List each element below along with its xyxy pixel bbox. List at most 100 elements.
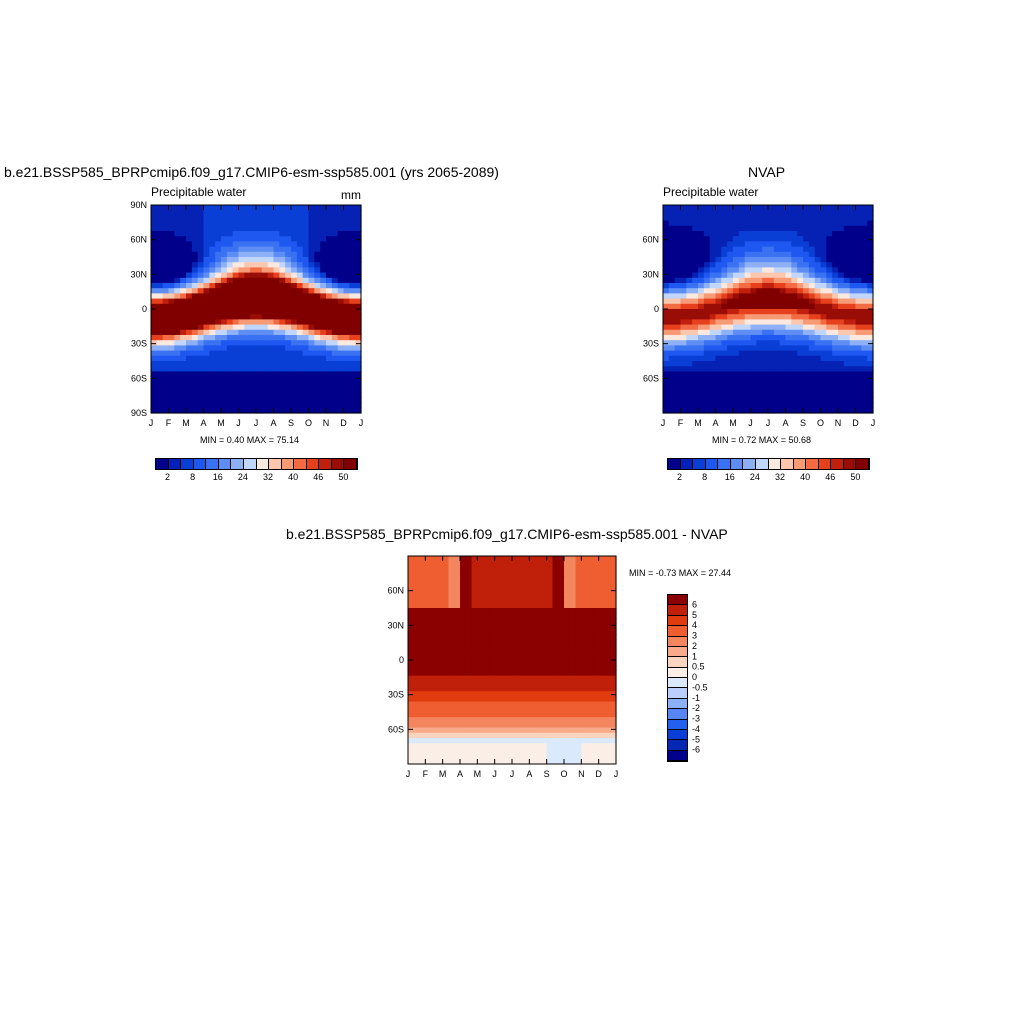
diff-cell xyxy=(419,654,426,661)
obs-cell xyxy=(785,392,792,398)
diff-cell xyxy=(477,686,484,692)
diff-cell xyxy=(598,712,606,718)
obs-cell xyxy=(814,220,822,227)
obs-cell xyxy=(843,246,851,253)
model-cell xyxy=(314,215,321,222)
model-cell xyxy=(285,392,292,398)
obs-cell xyxy=(668,361,676,367)
diff-cell xyxy=(558,758,565,765)
diff-cell xyxy=(512,623,519,630)
diff-cell xyxy=(506,706,513,713)
diff-cell xyxy=(506,727,513,734)
diff-cell xyxy=(477,722,484,729)
model-cell xyxy=(238,215,245,222)
obs-cell xyxy=(663,257,670,263)
model-cell xyxy=(314,220,321,227)
diff-cell xyxy=(604,680,611,687)
model-cell xyxy=(267,361,275,367)
model-x-tick-label: J xyxy=(149,418,154,428)
cb-obs-swatch xyxy=(781,459,794,469)
model-cell xyxy=(291,392,298,398)
diff-cell xyxy=(581,634,588,640)
model-cell xyxy=(215,366,222,372)
model-cell xyxy=(279,340,286,346)
model-cell xyxy=(238,397,245,404)
model-cell xyxy=(326,397,333,404)
diff-cell xyxy=(523,571,530,578)
model-cell xyxy=(320,361,327,367)
model-cell xyxy=(238,381,245,388)
obs-cell xyxy=(721,236,728,242)
diff-cell xyxy=(483,717,490,723)
model-cell xyxy=(261,257,269,263)
model-cell xyxy=(256,392,263,398)
model-y-tick-label: 30S xyxy=(131,339,147,349)
diff-cell xyxy=(610,623,617,630)
obs-cell xyxy=(727,335,734,341)
model-cell xyxy=(151,335,158,341)
model-cell xyxy=(337,314,345,320)
obs-cell xyxy=(814,215,822,222)
diff-cell xyxy=(575,556,582,562)
model-cell xyxy=(197,371,205,378)
obs-cell xyxy=(785,257,792,263)
diff-cell xyxy=(442,644,450,651)
obs-cell xyxy=(838,371,845,378)
diff-cell xyxy=(535,701,542,708)
diff-cell xyxy=(598,665,606,671)
model-cell xyxy=(267,324,275,331)
obs-cell xyxy=(832,319,839,326)
obs-cell xyxy=(709,303,717,310)
diff-cell xyxy=(425,758,432,765)
model-cell xyxy=(162,288,170,294)
obs-cell xyxy=(838,288,845,294)
obs-cell xyxy=(715,407,722,414)
obs-x-tick-label: A xyxy=(782,418,788,428)
model-cell xyxy=(168,277,175,284)
model-cell xyxy=(326,225,333,232)
diff-cell xyxy=(535,597,542,604)
diff-cell xyxy=(569,712,577,718)
model-cell xyxy=(209,257,216,263)
obs-cell xyxy=(785,298,792,305)
model-cell xyxy=(232,251,240,258)
obs-cell xyxy=(826,241,833,248)
model-cell xyxy=(320,402,327,409)
model-cell xyxy=(168,366,175,372)
model-cell xyxy=(337,215,345,222)
obs-cell xyxy=(715,314,722,320)
model-cell xyxy=(186,324,193,331)
obs-cell xyxy=(733,387,740,393)
obs-cell xyxy=(855,262,862,268)
diff-cell xyxy=(465,706,473,713)
model-cell xyxy=(296,329,304,336)
obs-cell xyxy=(698,277,705,284)
obs-cell xyxy=(727,205,734,211)
model-cell xyxy=(180,319,187,326)
diff-cell xyxy=(575,587,582,593)
model-cell xyxy=(238,345,245,352)
model-cell xyxy=(209,303,216,310)
obs-cell xyxy=(838,381,845,388)
obs-cell xyxy=(820,303,827,310)
diff-cell xyxy=(488,576,496,583)
obs-cell xyxy=(826,345,833,352)
obs-cell xyxy=(680,210,687,216)
obs-cell xyxy=(756,298,763,305)
model-cell xyxy=(279,225,286,232)
diff-cell xyxy=(436,670,444,677)
model-cell xyxy=(156,210,164,216)
diff-cell xyxy=(431,561,438,567)
obs-cell xyxy=(762,210,769,216)
obs-cell xyxy=(773,277,781,284)
model-cell xyxy=(320,381,327,388)
model-cell xyxy=(215,376,222,383)
obs-cell xyxy=(715,205,722,211)
obs-cell xyxy=(750,407,757,414)
model-cell xyxy=(162,324,170,331)
obs-cell xyxy=(686,262,693,268)
obs-cell xyxy=(849,220,857,227)
model-cell xyxy=(174,267,181,274)
obs-cell xyxy=(727,298,734,305)
diff-cell xyxy=(477,644,484,651)
